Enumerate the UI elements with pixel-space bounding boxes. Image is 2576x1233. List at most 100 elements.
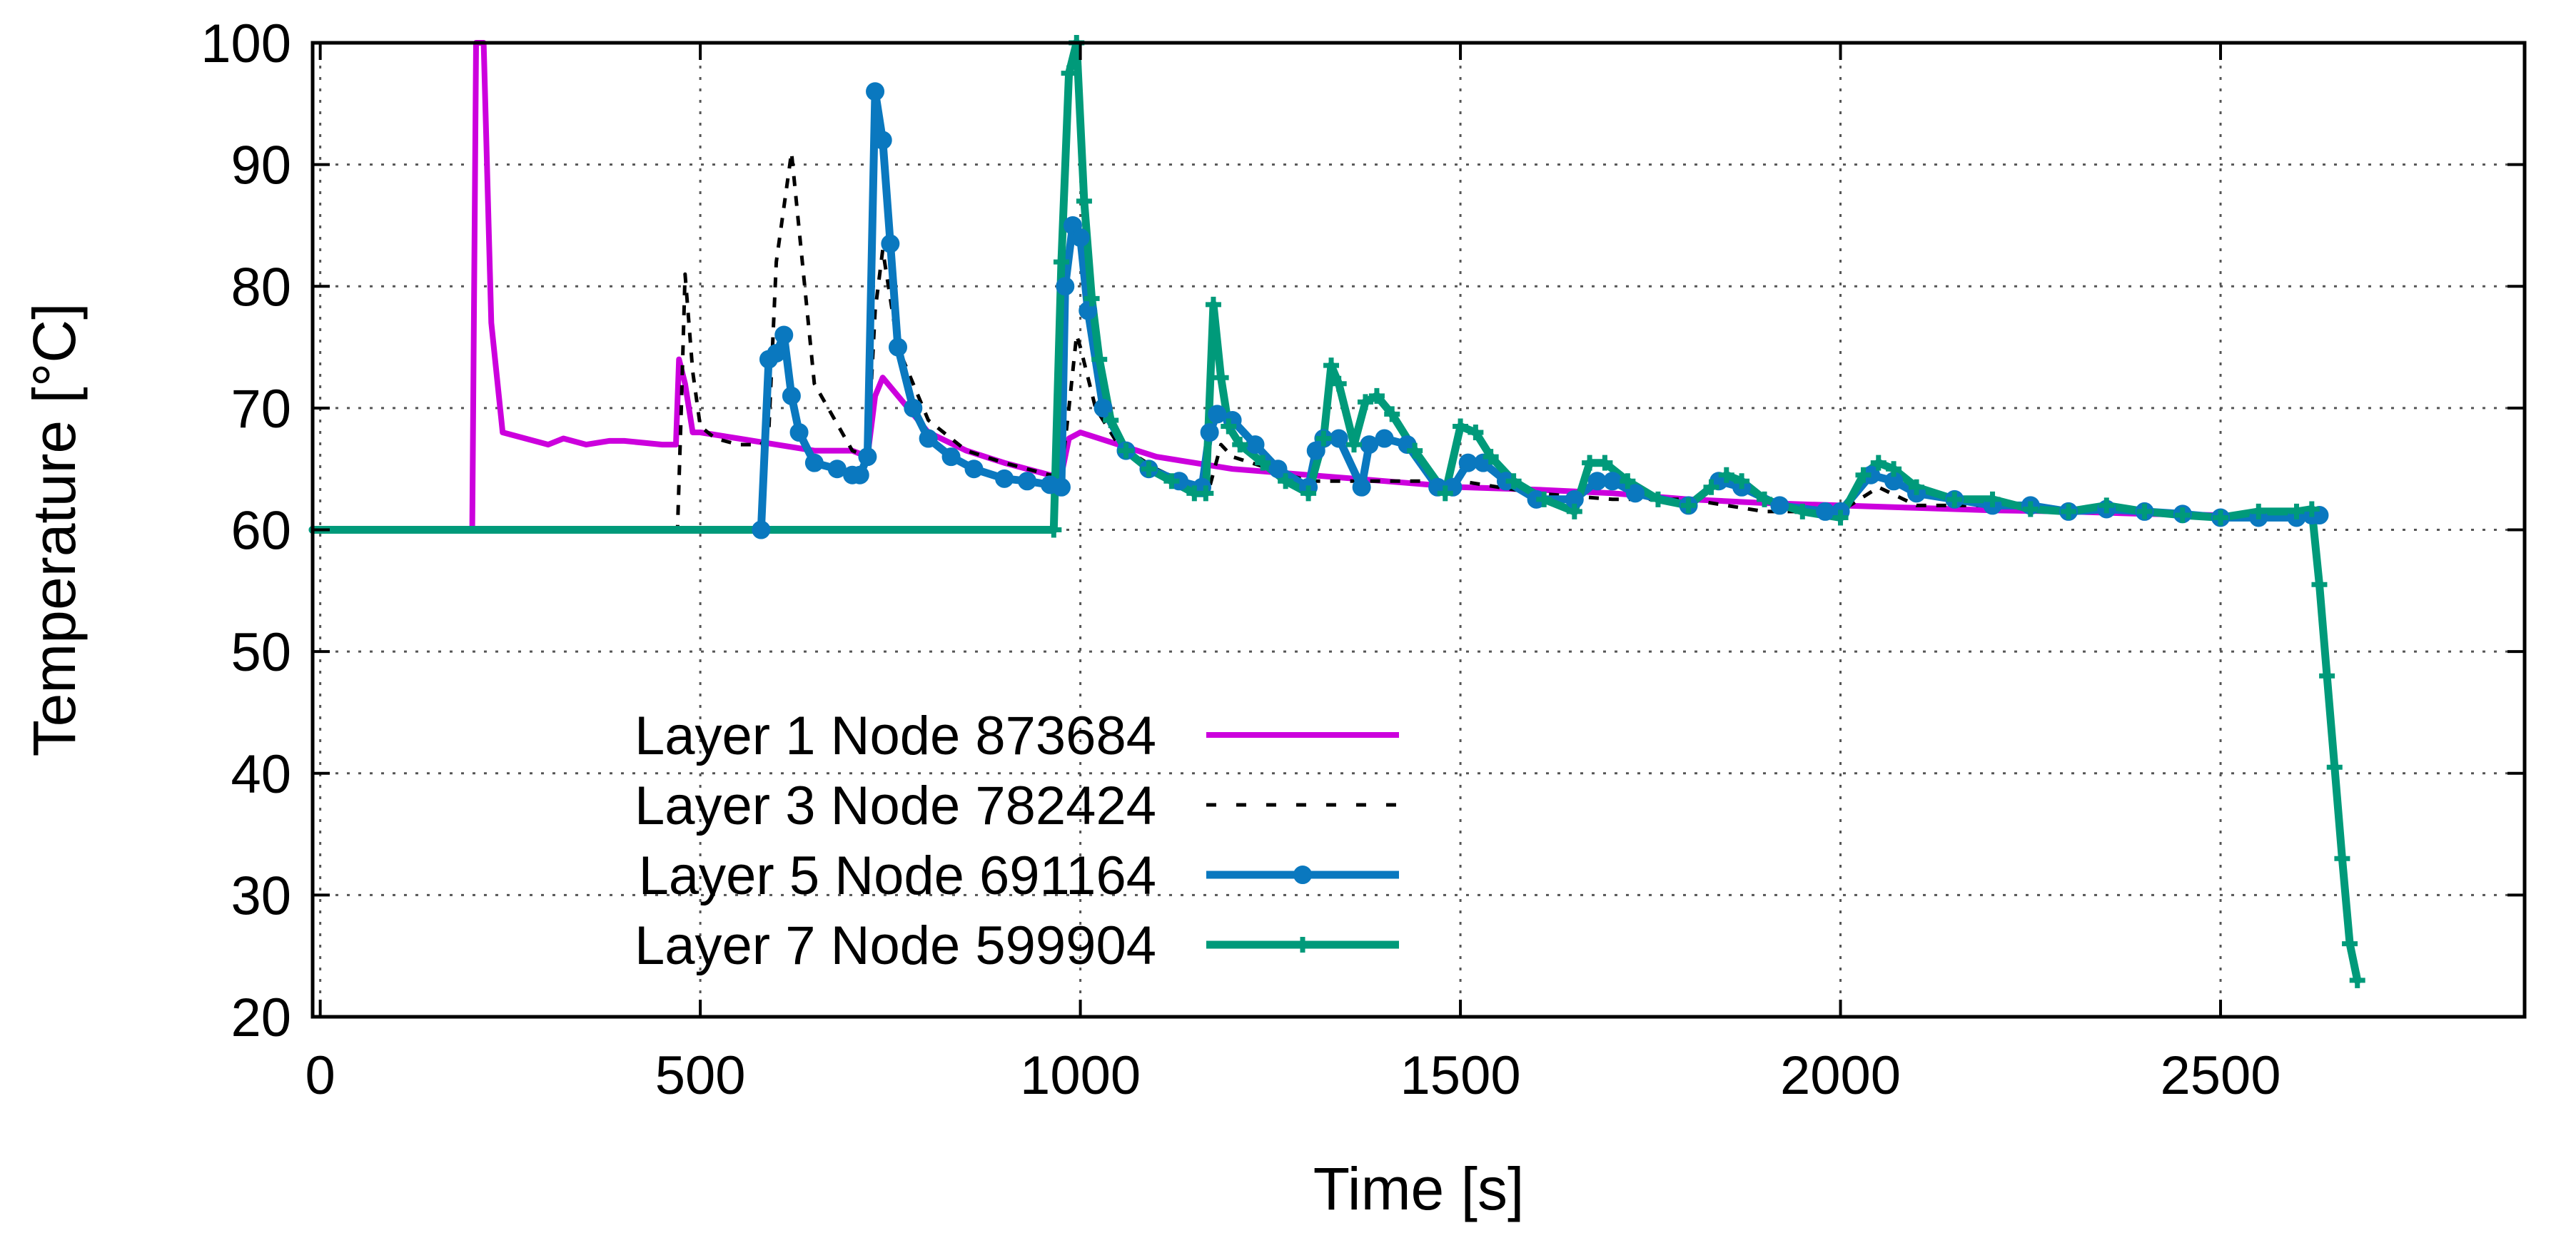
series-4-point xyxy=(1046,522,1062,538)
series-3-point xyxy=(1770,496,1789,515)
series-3-point xyxy=(1352,477,1371,497)
series-4-point xyxy=(1984,491,2001,507)
series-4-point xyxy=(1703,479,1719,495)
y-tick-label: 100 xyxy=(201,14,291,74)
series-4-point xyxy=(1141,461,1157,477)
series-3-point xyxy=(1051,477,1071,497)
series-4-point xyxy=(2342,935,2358,952)
series-4-point xyxy=(1330,375,1347,392)
x-tick-label: 2000 xyxy=(1780,1045,1901,1106)
series-4-point xyxy=(2174,507,2191,524)
series-4-point xyxy=(2251,503,2267,519)
series-3-point xyxy=(964,460,984,479)
series-4-point xyxy=(1163,473,1180,489)
series-3-point xyxy=(1093,398,1113,417)
series-3-point xyxy=(850,465,869,484)
series-4-point xyxy=(1909,479,1925,495)
series-4-point xyxy=(1870,455,1886,471)
series-4-point xyxy=(1886,461,1902,477)
y-tick-label: 60 xyxy=(231,501,291,562)
series-4-point xyxy=(1103,412,1119,428)
x-tick-label: 0 xyxy=(305,1045,335,1106)
series-4-point xyxy=(1084,290,1100,307)
series-4-point xyxy=(2303,501,2320,517)
legend-label: Layer 7 Node 599904 xyxy=(635,915,1156,976)
series-3-point xyxy=(1268,460,1288,479)
y-tick-label: 90 xyxy=(231,136,291,196)
series-3-point xyxy=(1071,228,1090,247)
series-3-point xyxy=(941,447,961,467)
series-3-point xyxy=(919,429,938,448)
series-3-point xyxy=(789,423,809,442)
series-3-point xyxy=(1626,484,1645,503)
series-4-point xyxy=(2288,503,2305,519)
series-4-point xyxy=(2061,503,2077,519)
series-4-point xyxy=(1650,491,1666,507)
series-3-point xyxy=(995,469,1014,488)
series-4-point xyxy=(1468,425,1484,440)
legend: Layer 1 Node 873684 Layer 3 Node 782424 La… xyxy=(635,706,1399,976)
series-3-point xyxy=(873,131,892,150)
series-4-point xyxy=(1198,485,1214,502)
series-4-point xyxy=(2022,501,2039,517)
series-4-point xyxy=(2334,851,2350,867)
series-4-point xyxy=(1437,485,1453,502)
series-4-point xyxy=(1582,455,1598,471)
series-4-point xyxy=(1734,473,1750,489)
grid xyxy=(313,41,2525,1018)
y-axis-label: Temperature [°C] xyxy=(21,303,88,757)
series-4-point xyxy=(2213,509,2229,526)
series-4-point xyxy=(1315,430,1332,447)
series-4-point xyxy=(1368,387,1385,404)
series-3-point xyxy=(1603,472,1622,491)
x-tick-label: 1000 xyxy=(1020,1045,1141,1106)
x-axis-label: Time [s] xyxy=(1313,1155,1525,1222)
x-tick-label: 2500 xyxy=(2160,1045,2280,1106)
series-lines xyxy=(308,39,2362,985)
legend-label: Layer 3 Node 782424 xyxy=(635,776,1156,836)
series-4-point xyxy=(2098,497,2115,514)
series-3-point xyxy=(904,398,923,417)
series-4-point xyxy=(1453,418,1469,435)
series-4-point xyxy=(1757,491,1773,507)
series-4-point xyxy=(1832,509,1849,526)
series-4-point xyxy=(1384,406,1400,422)
series-4-point xyxy=(1407,442,1423,459)
series-4-point xyxy=(1566,503,1582,519)
series-3-point xyxy=(1329,429,1348,448)
series-3-point xyxy=(1056,277,1075,296)
series-line-1 xyxy=(310,40,2323,533)
series-4-point xyxy=(2349,972,2365,988)
series-4-point xyxy=(1053,254,1069,270)
y-tick-label: 20 xyxy=(231,988,291,1048)
series-3-point xyxy=(1246,435,1265,455)
legend-label: Layer 5 Node 691164 xyxy=(639,846,1156,906)
series-4-point xyxy=(1061,65,1077,81)
series-markers xyxy=(752,35,2365,988)
series-3-point xyxy=(767,344,786,363)
series-4-point xyxy=(2319,668,2335,684)
series-3-point xyxy=(1200,423,1219,442)
series-4-point xyxy=(1323,357,1340,374)
series-3-point xyxy=(752,520,771,539)
y-tick-label: 50 xyxy=(231,622,291,683)
y-tick-label: 40 xyxy=(231,744,291,805)
series-3-point xyxy=(866,82,885,101)
series-3-point xyxy=(889,338,908,357)
series-3-point xyxy=(1375,429,1394,448)
series-4-point xyxy=(1091,351,1108,367)
legend-marker xyxy=(1295,937,1310,953)
series-4-point xyxy=(1221,418,1237,435)
series-4-point xyxy=(1620,473,1636,489)
axis-ticks: 0 500 1000 1500 2000 2500 20 30 40 50 60 70 80 90 100 xyxy=(201,14,2525,1106)
x-tick-label: 1500 xyxy=(1400,1045,1521,1106)
series-4-point xyxy=(1794,503,1811,519)
y-tick-label: 70 xyxy=(231,379,291,440)
series-3-point xyxy=(1079,301,1098,320)
series-3-point xyxy=(858,447,877,467)
series-4-point xyxy=(2136,503,2153,519)
series-4-point xyxy=(1232,437,1248,453)
series-4-point xyxy=(1505,473,1522,489)
series-4-point xyxy=(2311,577,2328,593)
